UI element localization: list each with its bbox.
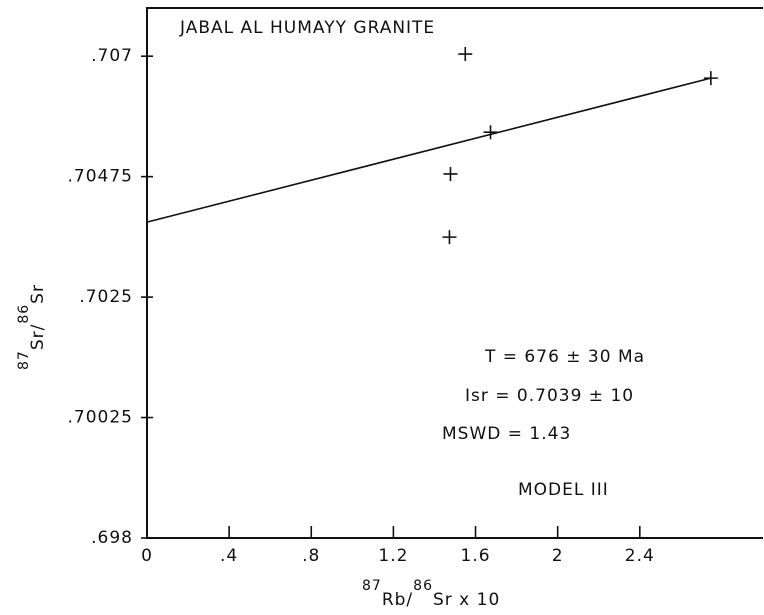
y-axis-label: 87Sr/86Sr [16, 284, 48, 370]
x-tick-label: .8 [302, 546, 320, 566]
data-point [458, 47, 473, 62]
y-tick-label: .70025 [68, 408, 133, 428]
x-label-part: Rb/ [382, 590, 413, 610]
x-label-part: 87 [362, 578, 382, 594]
annotation: T = 676 ± 30 Ma [484, 347, 645, 367]
fit-line [146, 77, 712, 223]
x-axis-label: 87Rb/86Sr x 10 [362, 578, 500, 610]
annotation: Isr = 0.7039 ± 10 [465, 386, 634, 406]
y-tick-label: .698 [91, 528, 133, 548]
x-tick-label: .4 [220, 546, 238, 566]
x-tick-label: 1.6 [461, 546, 491, 566]
annotation: MODEL III [518, 480, 609, 500]
plot-frame [146, 7, 763, 539]
annotation: MSWD = 1.43 [442, 424, 571, 444]
y-tick-label: .707 [91, 46, 133, 66]
data-point [442, 230, 457, 245]
data-point [703, 71, 718, 86]
data-point [443, 166, 458, 181]
chart-title: JABAL AL HUMAYY GRANITE [179, 18, 435, 38]
y-label-part: Sr [28, 284, 48, 304]
x-tick-label: 0 [141, 546, 153, 566]
y-tick-label: .70475 [68, 167, 133, 187]
y-tick-label: .7025 [79, 287, 133, 307]
x-label-part: Sr x 10 [433, 590, 500, 610]
y-label-part: 87 [16, 350, 32, 370]
x-tick-label: 1.2 [378, 546, 408, 566]
y-label-part: Sr/ [28, 324, 48, 351]
x-tick-label: 2.4 [625, 546, 655, 566]
x-label-part: 86 [413, 578, 433, 594]
data-point [483, 125, 498, 140]
y-label-part: 86 [16, 304, 32, 324]
x-tick-label: 2 [552, 546, 564, 566]
